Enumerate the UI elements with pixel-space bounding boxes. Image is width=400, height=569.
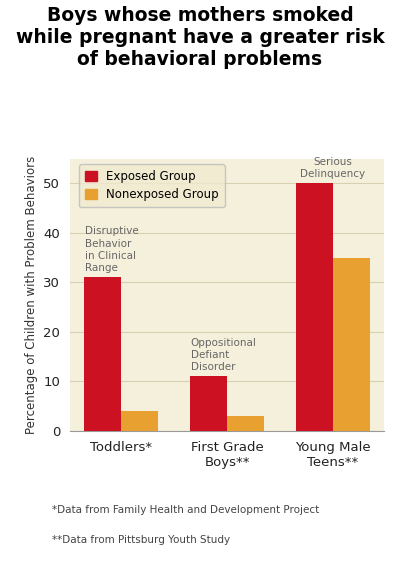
Bar (333, 258, 370, 431)
Text: Disruptive
Behavior
in Clinical
Range: Disruptive Behavior in Clinical Range (85, 226, 138, 273)
Bar (190, 376, 227, 431)
Text: *Data from Family Health and Development Project: *Data from Family Health and Development… (52, 505, 319, 515)
Bar (296, 183, 333, 431)
Text: Oppositional
Defiant
Disorder: Oppositional Defiant Disorder (190, 337, 256, 372)
Bar (84, 277, 121, 431)
Text: Serious
Delinquency: Serious Delinquency (300, 157, 365, 179)
Bar (227, 416, 264, 431)
Legend: Exposed Group, Nonexposed Group: Exposed Group, Nonexposed Group (79, 164, 225, 207)
Y-axis label: Percentage of Children with Problem Behaviors: Percentage of Children with Problem Beha… (25, 155, 38, 434)
Bar (121, 411, 158, 431)
Text: **Data from Pittsburg Youth Study: **Data from Pittsburg Youth Study (52, 535, 230, 545)
Text: Boys whose mothers smoked
while pregnant have a greater risk
of behavioral probl: Boys whose mothers smoked while pregnant… (16, 6, 384, 69)
